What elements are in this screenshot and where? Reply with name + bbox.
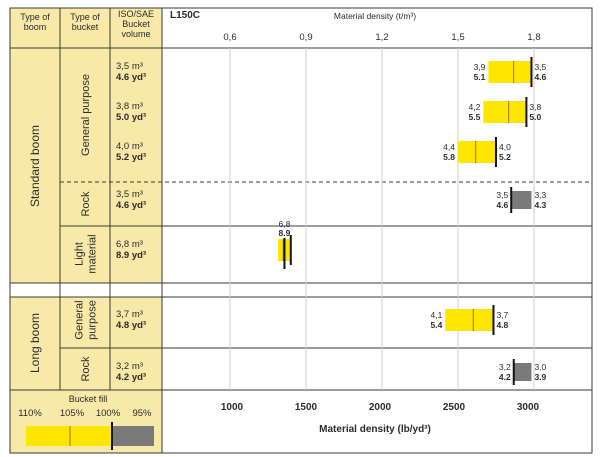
boom-group-label: Standard boom <box>28 125 42 207</box>
legend-label: 110% <box>18 408 42 419</box>
top-tick-label: 0,6 <box>223 32 236 43</box>
fill-range-bar <box>488 61 532 83</box>
bucket-volume-yd3: 5.2 yd³ <box>116 152 146 163</box>
top-tick-label: 1,2 <box>375 32 388 43</box>
bar-right-value-lb: 5.0 <box>529 112 541 122</box>
legend-label: 100% <box>96 408 121 419</box>
bar-top-value-lb: 8.9 <box>279 228 291 238</box>
boom-group-label: Long boom <box>28 313 42 373</box>
bottom-axis-title: Material density (lb/yd³) <box>319 424 431 435</box>
bucket-type-label: General <box>74 300 86 339</box>
bucket-volume-m3: 3,7 m³ <box>116 309 143 320</box>
bar-top-value-t: 6,8 <box>279 219 291 229</box>
bucket-type-label: General purpose <box>80 74 92 156</box>
legend-label: 95% <box>132 408 152 419</box>
bar-left-value-lb: 4.6 <box>496 200 508 210</box>
bar-left-value-t: 4,4 <box>443 142 455 152</box>
legend-rock-swatch <box>112 426 154 446</box>
bucket-type-label: Rock <box>80 191 92 217</box>
standard-boom-panel <box>10 48 162 283</box>
fill-range-bar <box>445 309 494 331</box>
header-label: volume <box>121 29 150 39</box>
fill-range-bar <box>483 101 527 123</box>
top-tick-label: 0,9 <box>299 32 312 43</box>
bucket-type-label: material <box>87 234 99 273</box>
header-label: Type of <box>20 12 50 22</box>
bar-right-value-lb: 5.2 <box>499 152 511 162</box>
bar-left-value-lb: 4.2 <box>499 372 511 382</box>
top-tick-label: 1,5 <box>451 32 464 43</box>
header-label: bucket <box>72 22 99 32</box>
bottom-tick-label: 2500 <box>443 402 466 413</box>
bucket-volume-yd3: 4.6 yd³ <box>116 72 146 83</box>
bar-right-value-lb: 4.8 <box>496 320 508 330</box>
bar-left-value-t: 4,2 <box>469 102 481 112</box>
bottom-tick-label: 1000 <box>221 402 244 413</box>
bucket-volume-m3: 3,2 m³ <box>116 361 143 372</box>
bucket-volume-yd3: 8.9 yd³ <box>116 250 146 261</box>
header-left-panel <box>10 8 162 48</box>
bucket-volume-yd3: 4.2 yd³ <box>116 372 146 383</box>
bar-right-value-t: 3,0 <box>534 362 546 372</box>
bar-right-value-lb: 3.9 <box>534 372 546 382</box>
bar-left-value-lb: 5.8 <box>443 152 455 162</box>
long-boom-panel <box>10 297 162 390</box>
bucket-volume-m3: 4,0 m³ <box>116 141 143 152</box>
bucket-volume-yd3: 4.8 yd³ <box>116 320 146 331</box>
header-label: ISO/SAE <box>118 9 154 19</box>
header-label: Type of <box>70 12 100 22</box>
bar-left-value-lb: 5.1 <box>474 72 486 82</box>
bar-left-value-t: 3,9 <box>474 62 486 72</box>
legend-label: 105% <box>60 408 85 419</box>
model-label: L150C <box>170 10 200 21</box>
bar-right-value-t: 4,0 <box>499 142 511 152</box>
bucket-volume-m3: 3,8 m³ <box>116 101 143 112</box>
rock-fill-bar <box>511 191 532 209</box>
bar-right-value-t: 3,8 <box>529 102 541 112</box>
bar-right-value-t: 3,7 <box>496 310 508 320</box>
bucket-volume-yd3: 5.0 yd³ <box>116 112 146 123</box>
bucket-volume-yd3: 4.6 yd³ <box>116 200 146 211</box>
fill-range-bar <box>458 141 496 163</box>
bar-right-value-lb: 4.3 <box>534 200 546 210</box>
top-axis-title: Material density (t/m³) <box>334 11 416 21</box>
bar-left-value-t: 4,1 <box>431 310 443 320</box>
top-tick-label: 1,8 <box>527 32 540 43</box>
bottom-tick-label: 2000 <box>369 402 392 413</box>
rock-fill-bar <box>513 363 532 381</box>
bucket-volume-m3: 3,5 m³ <box>116 61 143 72</box>
bar-right-value-t: 3,5 <box>534 62 546 72</box>
bucket-type-label: Light <box>74 242 86 266</box>
bucket-type-label: purpose <box>87 300 99 340</box>
bar-left-value-lb: 5.5 <box>469 112 481 122</box>
bucket-volume-m3: 6,8 m³ <box>116 239 143 250</box>
bar-left-value-t: 3,2 <box>499 362 511 372</box>
bar-left-value-t: 3,5 <box>496 190 508 200</box>
header-label: boom <box>24 22 47 32</box>
bucket-volume-m3: 3,5 m³ <box>116 189 143 200</box>
legend-title: Bucket fill <box>69 394 108 404</box>
bottom-tick-label: 3000 <box>517 402 540 413</box>
legend-fill-swatch <box>26 426 112 446</box>
bar-right-value-lb: 4.6 <box>534 72 546 82</box>
bar-right-value-t: 3,3 <box>534 190 546 200</box>
bucket-type-label: Rock <box>80 356 92 382</box>
header-label: Bucket <box>122 19 150 29</box>
bar-left-value-lb: 5.4 <box>431 320 443 330</box>
outer-border <box>9 7 593 454</box>
bottom-tick-label: 1500 <box>295 402 318 413</box>
